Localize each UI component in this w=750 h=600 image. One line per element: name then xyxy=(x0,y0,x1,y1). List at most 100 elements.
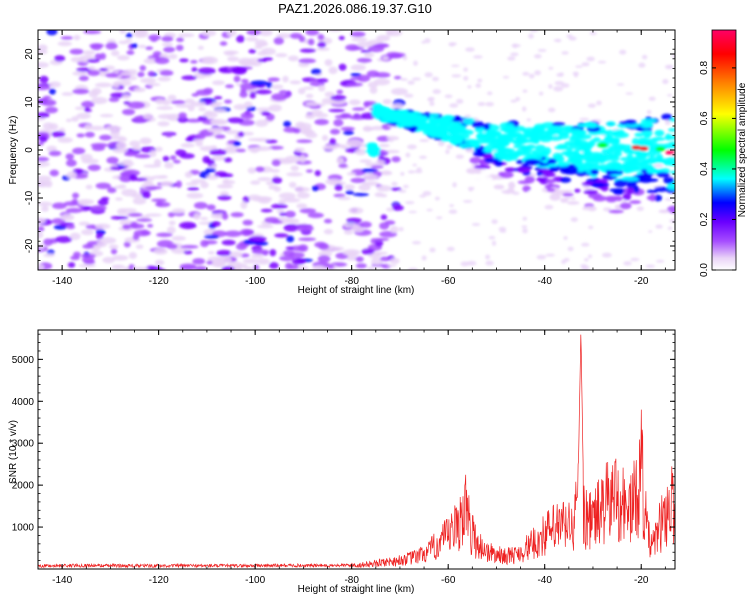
spectrogram-cell xyxy=(154,57,170,65)
spectrogram-cell xyxy=(250,180,261,185)
spectrogram-cell xyxy=(270,168,280,173)
spectrogram-cell xyxy=(653,194,663,202)
spectrogram-cell xyxy=(179,153,195,159)
spectrogram-cell xyxy=(239,228,254,236)
spectrogram-cell xyxy=(283,224,299,232)
spectrogram-cell xyxy=(592,195,607,202)
spectrogram-cell xyxy=(668,128,675,132)
spectrogram-cell xyxy=(359,159,372,163)
spectrogram-cell xyxy=(217,195,232,201)
spectrogram-cell xyxy=(270,203,288,209)
spectrogram-cell xyxy=(38,231,44,239)
spectrogram-cell xyxy=(212,80,225,86)
spectrogram-cell xyxy=(211,155,226,161)
spectrogram-cell xyxy=(646,109,652,115)
spectrogram-cell xyxy=(532,138,540,145)
spectrogram-cell xyxy=(180,143,195,148)
spectrogram-cell xyxy=(603,207,612,212)
spectrogram-cell xyxy=(123,241,131,248)
spectrogram-cell xyxy=(223,157,233,163)
spectrogram-cell xyxy=(452,182,457,188)
colorbar-tick-label: 0.8 xyxy=(699,61,710,75)
spectrogram-cell xyxy=(43,253,56,258)
spectrogram-cell xyxy=(368,150,379,158)
spectrogram-cell xyxy=(254,146,273,151)
spectrogram-cell xyxy=(610,163,623,169)
spectrogram-cell xyxy=(296,203,308,209)
snr-y-tick-label: 1000 xyxy=(12,523,35,534)
spectrogram-cell xyxy=(81,100,95,108)
spectrogram-cell xyxy=(287,218,300,224)
spectrogram-cell xyxy=(542,172,556,178)
spectrogram-cell xyxy=(107,187,117,194)
spectrogram-cell xyxy=(38,175,52,182)
spectrogram-cell xyxy=(171,235,186,241)
spectrogram-cell xyxy=(200,239,209,248)
spectrogram-cell xyxy=(65,153,74,160)
spectrogram-cell xyxy=(211,221,221,227)
spectrogram-cell xyxy=(634,132,644,138)
spectrogram-cell xyxy=(72,88,90,95)
spectrogram-cell xyxy=(366,70,380,78)
spectrogram-cell xyxy=(352,192,369,197)
spectrogram-cell xyxy=(255,166,265,173)
spectrogram-cell xyxy=(48,88,56,95)
spectrogram-cell xyxy=(404,93,414,98)
spectrogram-cell xyxy=(455,154,464,159)
spectrogram-cell xyxy=(376,34,391,42)
spectrogram-cell xyxy=(324,91,335,98)
spectrogram-cell xyxy=(91,96,108,105)
spectrogram-cell xyxy=(502,75,510,79)
spectrogram-cell xyxy=(251,249,270,255)
spectrogram-cell xyxy=(164,162,174,169)
spectrogram-cell xyxy=(531,149,547,156)
spectrogram-cell xyxy=(562,192,574,197)
spectrogram-cell xyxy=(393,75,402,80)
spectrogram-cell xyxy=(666,183,675,191)
spectrogram-cell xyxy=(204,234,220,239)
spectrogram-cell xyxy=(51,202,67,210)
spectrogram-cell xyxy=(369,86,378,94)
spectrogram-cell xyxy=(119,219,133,226)
spectrogram-cell xyxy=(81,229,94,236)
spectrogram-cell xyxy=(38,226,45,232)
spectrogram-cell xyxy=(224,51,236,56)
spectrogram-cell xyxy=(491,219,498,224)
spectrogram-cell xyxy=(271,159,281,167)
spectrogram-cell xyxy=(343,229,354,235)
spectrogram-cell xyxy=(361,168,378,174)
spectrogram-cell xyxy=(646,168,657,174)
spectrogram-cell xyxy=(522,71,530,76)
spectrogram-cell xyxy=(305,113,316,120)
spectrogram-x-tick-label: -60 xyxy=(441,276,456,287)
spectrogram-cell xyxy=(584,159,599,167)
spectrogram-cell xyxy=(336,89,344,95)
spectrogram-cell xyxy=(455,129,463,135)
spectrogram-cell xyxy=(340,126,355,131)
spectrogram-cell xyxy=(545,253,556,257)
spectrogram-cell xyxy=(160,180,174,187)
spectrogram-cell xyxy=(515,159,524,164)
spectrogram-cell xyxy=(38,201,53,207)
spectrogram-cell xyxy=(192,138,204,143)
spectrogram-cell xyxy=(170,155,177,161)
spectrogram-cell xyxy=(656,172,670,178)
spectrogram-cell xyxy=(526,144,536,150)
spectrogram-cell xyxy=(177,33,195,38)
spectrogram-cell xyxy=(338,163,348,168)
spectrogram-cell xyxy=(253,264,260,270)
spectrogram-cell xyxy=(614,195,623,202)
spectrogram-cell xyxy=(143,181,154,185)
spectrogram-cell xyxy=(223,99,233,104)
spectrogram-cell xyxy=(348,46,365,51)
spectrogram-cell xyxy=(224,230,242,238)
spectrogram-cell xyxy=(314,118,329,126)
spectrogram-cell xyxy=(336,157,344,165)
spectrogram-cell xyxy=(640,169,648,174)
spectrogram-cell xyxy=(88,125,106,131)
spectrogram-cell xyxy=(219,191,229,197)
spectrogram-cell xyxy=(477,78,483,83)
spectrogram-cell xyxy=(296,139,313,143)
spectrogram-cell xyxy=(499,122,514,130)
spectrogram-y-tick-label: 0 xyxy=(24,147,35,153)
